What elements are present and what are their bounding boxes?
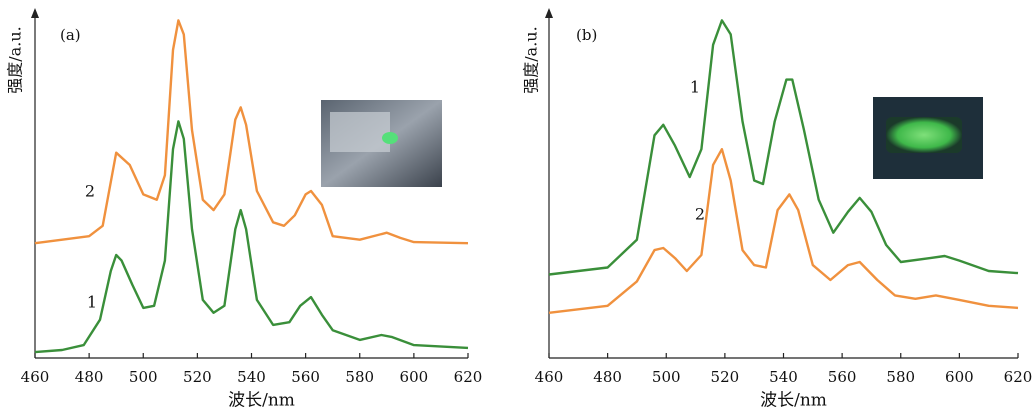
spectrum-line <box>548 148 1019 314</box>
x-tick-label: 480 <box>75 368 104 386</box>
spectrum-line <box>548 19 1019 276</box>
x-tick-label: 460 <box>21 368 50 386</box>
panel-label: (b) <box>576 26 597 44</box>
y-axis-arrow <box>545 8 553 18</box>
x-tick-label: 580 <box>345 368 374 386</box>
x-tick-label: 500 <box>129 368 158 386</box>
x-tick-label: 540 <box>769 368 798 386</box>
curve-label: 2 <box>85 182 95 201</box>
x-tick-label: 520 <box>711 368 740 386</box>
y-axis-arrow <box>31 8 39 18</box>
x-tick-label: 520 <box>183 368 212 386</box>
y-axis-label: 强度/a.u. <box>6 26 25 93</box>
curve-label: 1 <box>87 293 97 312</box>
x-tick-label: 460 <box>535 368 564 386</box>
x-tick-label: 580 <box>886 368 915 386</box>
x-tick-label: 540 <box>237 368 266 386</box>
x-tick-label: 560 <box>828 368 857 386</box>
x-tick-label: 560 <box>291 368 320 386</box>
x-tick-label: 480 <box>593 368 622 386</box>
x-tick-label: 600 <box>400 368 429 386</box>
x-tick-label: 620 <box>1004 368 1033 386</box>
spectrum-line <box>34 19 469 245</box>
panel-label: (a) <box>60 26 81 44</box>
x-axis-label: 波长/nm <box>760 391 827 409</box>
curve-label: 1 <box>690 78 700 97</box>
inset-photo-a <box>321 100 442 187</box>
curve-label: 2 <box>695 205 705 224</box>
y-axis-label: 强度/a.u. <box>522 26 541 93</box>
x-tick-label: 500 <box>652 368 681 386</box>
x-tick-label: 600 <box>945 368 974 386</box>
x-tick-label: 620 <box>454 368 483 386</box>
inset-photo-b <box>873 97 983 179</box>
x-axis-label: 波长/nm <box>228 391 295 409</box>
spectrum-line <box>34 120 469 354</box>
